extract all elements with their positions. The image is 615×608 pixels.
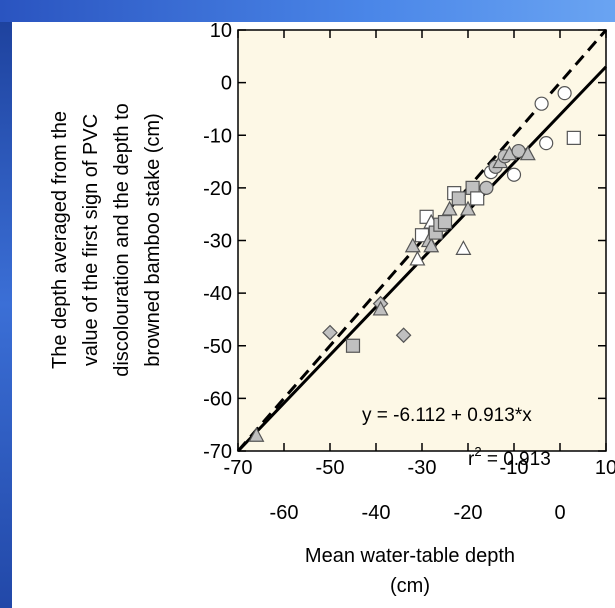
y-tick-label: -30 [203,231,232,253]
y-axis-title-line-4: browned bamboo stake (cm) [142,113,164,366]
x-tick-label-upper: -50 [316,457,345,479]
y-tick-label: -50 [203,336,232,358]
y-tick-label: 0 [221,73,232,95]
data-point-triangle [404,237,421,253]
r-squared-r: r [468,449,475,470]
x-axis-title: Mean water-table depth (cm) [305,545,515,597]
y-tick-label: -60 [203,388,232,410]
y-axis: 10 0 -10 -20 -30 -40 -50 -60 -70 [203,20,606,463]
data-point-square [451,191,466,206]
y-tick-label: -40 [203,283,232,305]
data-point-diamond [322,324,338,341]
data-point-square [345,338,361,353]
data-point-circle [506,167,522,182]
x-tick-label-lower: -60 [270,502,299,524]
x-tick-label-lower: -20 [454,502,483,524]
data-point-triangle [455,240,472,255]
y-tick-label: -20 [203,178,232,200]
data-point-triangle [248,426,265,442]
r-squared-annotation: r2 = 0.913 [468,444,551,470]
x-tick-label-lower: -40 [362,502,391,524]
x-tick-label-upper: -70 [224,457,253,479]
data-points [248,86,581,442]
r-squared-value: = 0.913 [482,449,551,470]
y-axis-title: The depth averaged from the value of the… [49,103,164,377]
regression-line [236,65,608,453]
data-point-square [470,191,485,206]
x-axis-title-line-1: Mean water-table depth [305,545,515,567]
x-axis-title-line-2: (cm) [390,575,430,597]
y-axis-title-line-2: value of the first sign of PVC [80,114,102,366]
y-tick-label: -10 [203,125,232,147]
x-tick-label-upper: 10 [595,457,615,479]
data-point-circle [479,180,494,195]
data-point-triangle [423,237,440,253]
data-point-triangle [372,300,389,316]
regression-equation: y = -6.112 + 0.913*x [362,405,532,426]
data-point-triangle [441,200,458,216]
y-axis-title-line-3: discolouration and the depth to [111,103,133,377]
data-point-triangle [409,250,426,266]
data-point-square [566,130,581,145]
y-tick-label: -70 [203,441,232,463]
x-tick-label-lower: 0 [554,502,565,524]
data-point-triangle [519,145,536,161]
x-tick-label-upper: -30 [408,457,437,479]
data-point-circle [534,96,549,111]
data-point-square [437,214,453,230]
x-tick-label-upper: -10 [500,457,529,479]
slide-frame-left-band [0,0,12,608]
slide-frame-top-band [0,0,615,22]
r-squared-superscript: 2 [474,444,481,459]
data-point-circle [557,86,572,101]
data-point-triangle [459,200,477,216]
y-tick-label: 10 [210,20,232,42]
data-point-diamond [395,327,412,344]
data-point-circle [539,136,554,151]
y-axis-title-line-1: The depth averaged from the [49,111,71,369]
x-axis: -70 -50 -30 -10 10 -60 -40 -20 0 [224,30,615,524]
